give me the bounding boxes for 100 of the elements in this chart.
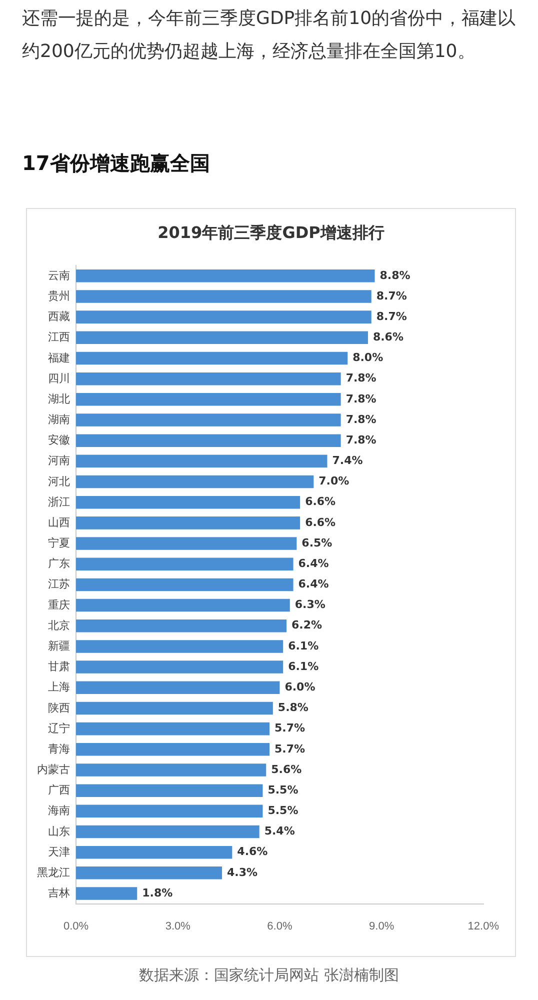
data-label: 5.7% [274, 722, 306, 735]
data-label: 8.8% [380, 268, 410, 282]
y-tick-label: 河北 [48, 474, 70, 488]
y-tick-label: 甘肃 [48, 660, 70, 674]
data-label: 6.6% [305, 495, 336, 508]
data-label: 7.8% [346, 412, 376, 426]
bar [76, 414, 341, 426]
bar [76, 784, 263, 797]
y-tick-label: 江西 [48, 332, 70, 344]
bar [76, 475, 314, 488]
data-label: 7.8% [346, 392, 376, 406]
y-tick-label: 湖北 [48, 392, 70, 406]
bar [76, 743, 270, 756]
data-label: 6.1% [288, 639, 319, 652]
y-tick-label: 新疆 [48, 639, 70, 652]
data-label: 8.6% [372, 330, 404, 344]
data-label: 5.7% [274, 742, 306, 756]
data-label: 4.6% [237, 845, 268, 858]
x-tick-label: 12.0% [468, 920, 500, 932]
bar [76, 290, 372, 303]
y-tick-label: 黑龙江 [37, 866, 70, 879]
bar [76, 764, 266, 776]
bar [76, 516, 300, 530]
x-tick-label: 6.0% [267, 920, 292, 932]
data-label: 7.4% [332, 454, 363, 468]
y-tick-label: 安徽 [48, 434, 70, 447]
bar [76, 660, 284, 674]
y-tick-label: 山东 [48, 824, 70, 838]
data-label: 4.3% [226, 866, 258, 879]
x-tick-label: 3.0% [165, 920, 191, 932]
y-tick-label: 江苏 [48, 578, 70, 591]
chart-title: 2019年前三季度GDP增速排行 [156, 223, 386, 244]
bar [76, 846, 232, 859]
y-tick-label: 四川 [48, 372, 70, 385]
y-tick-label: 浙江 [48, 495, 70, 508]
y-tick-label: 辽宁 [48, 722, 70, 735]
bar [76, 866, 222, 880]
data-label: 6.5% [302, 536, 332, 550]
x-tick-label: 9.0% [369, 920, 394, 932]
bar [76, 496, 300, 509]
bar [76, 558, 294, 570]
y-tick-label: 河南 [48, 454, 70, 468]
bar [76, 454, 328, 468]
data-label: 6.1% [288, 660, 319, 673]
data-label: 8.7% [376, 310, 407, 323]
bar [76, 352, 348, 365]
y-tick-label: 贵州 [48, 290, 70, 303]
data-label: 5.6% [271, 762, 302, 776]
y-tick-label: 天津 [48, 845, 70, 858]
data-label: 8.0% [352, 351, 384, 364]
data-label: 6.3% [294, 598, 326, 612]
bar [76, 310, 372, 324]
data-label: 6.2% [291, 618, 322, 632]
y-tick-label: 北京 [48, 618, 70, 632]
source-note: 数据来源：国家统计局网站 张澍楠制图 [138, 966, 400, 985]
bar [76, 887, 138, 900]
y-tick-label: 山西 [48, 516, 70, 529]
data-label: 6.6% [305, 516, 336, 529]
text: 17省份增速跑赢全国 [22, 150, 210, 177]
data-label: 6.0% [284, 680, 316, 694]
data-label: 6.4% [298, 556, 329, 570]
bar [76, 598, 290, 612]
y-tick-label: 上海 [48, 680, 70, 694]
bar [76, 270, 375, 282]
bar [76, 331, 368, 344]
y-tick-label: 西藏 [48, 310, 70, 324]
bar [76, 372, 341, 386]
bar [76, 681, 280, 694]
y-tick-label: 广西 [48, 784, 70, 797]
y-tick-label: 内蒙古 [37, 763, 70, 776]
bar [76, 702, 273, 715]
y-tick-label: 陕西 [48, 702, 70, 714]
bar [76, 434, 341, 447]
text: 还需一提的是，今年前三季度GDP排名前10的省份中，福建以约200亿元的优势仍超越上海，经济总量排在全国第10。 [22, 7, 517, 64]
y-tick-label: 湖南 [48, 413, 70, 426]
y-tick-label: 云南 [48, 268, 70, 282]
x-tick-label: 0.0% [63, 920, 89, 932]
y-tick-label: 吉林 [48, 886, 70, 900]
y-tick-label: 重庆 [48, 598, 70, 612]
y-tick-label: 青海 [48, 742, 70, 756]
bar [76, 578, 294, 592]
data-label: 6.4% [298, 578, 329, 591]
y-tick-label: 宁夏 [48, 536, 70, 550]
bar [76, 722, 270, 736]
bar [76, 619, 286, 632]
bar [76, 640, 284, 653]
y-tick-label: 海南 [48, 804, 70, 818]
bar [76, 804, 263, 818]
y-tick-label: 福建 [48, 351, 70, 364]
bar [76, 393, 341, 406]
bar [76, 825, 260, 838]
bar [76, 537, 297, 550]
data-label: 5.5% [268, 783, 298, 796]
data-label: 8.7% [376, 289, 407, 302]
data-label: 5.8% [278, 701, 308, 714]
data-label: 7.8% [346, 372, 376, 385]
data-label: 7.8% [346, 433, 376, 446]
data-label: 5.4% [264, 824, 295, 838]
y-tick-label: 广东 [48, 557, 70, 570]
data-label: 5.5% [268, 804, 298, 818]
